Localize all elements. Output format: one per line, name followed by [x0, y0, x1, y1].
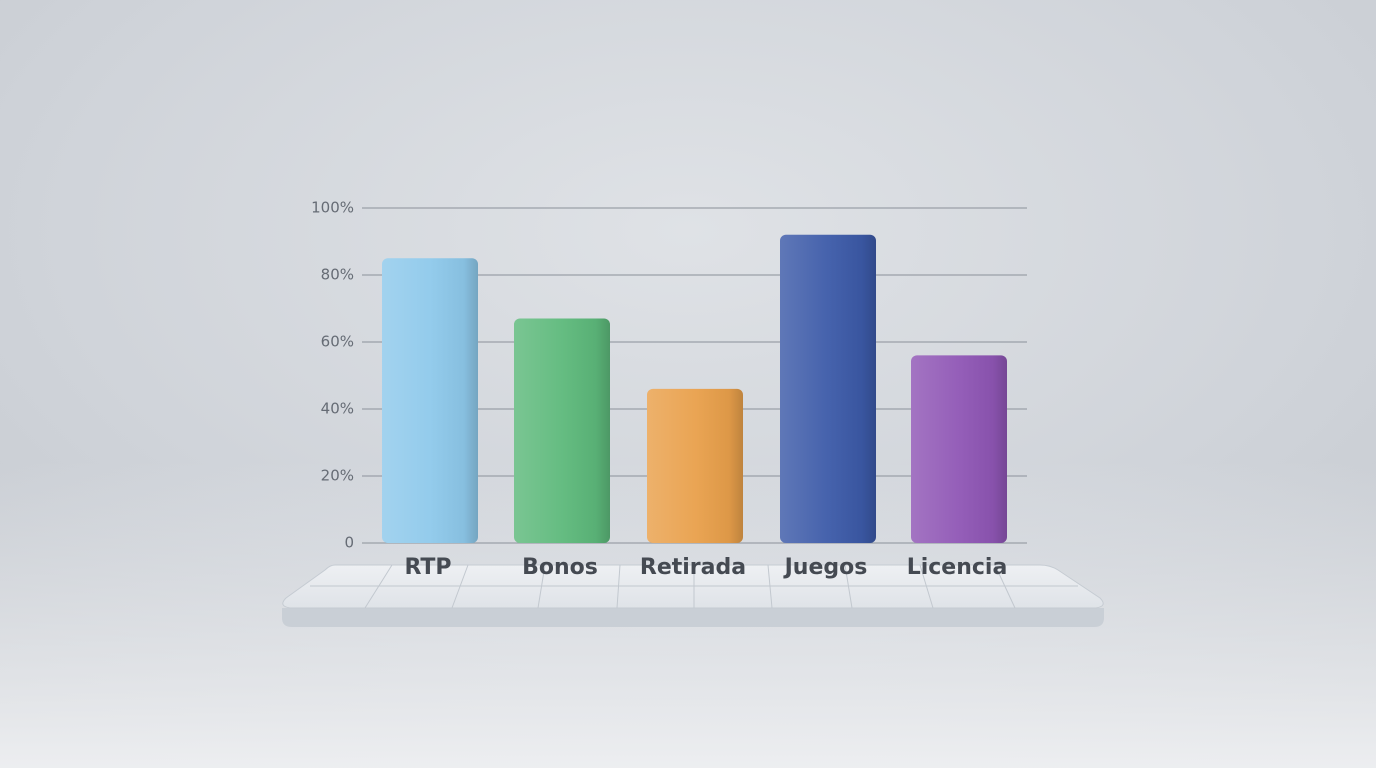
- y-tick-label: 60%: [321, 333, 354, 351]
- bar-shading: [780, 234, 876, 544]
- bar-shading: [514, 318, 610, 543]
- platform: [282, 564, 1104, 627]
- y-tick-label: 0: [344, 534, 354, 552]
- bar-shading: [382, 258, 478, 543]
- plot-area: 0 20% 40% 60% 80% 100% RTP Bonos Retirada Juegos L…: [311, 199, 1027, 580]
- x-tick-label: Juegos: [783, 555, 868, 580]
- x-tick-label: Licencia: [907, 555, 1008, 580]
- bar-shading: [911, 355, 1007, 543]
- x-tick-label: Retirada: [640, 555, 746, 580]
- bar-shading: [647, 388, 743, 543]
- x-tick-label: Bonos: [522, 555, 598, 580]
- y-tick-label: 80%: [321, 266, 354, 284]
- y-tick-label: 40%: [321, 400, 354, 418]
- x-tick-label: RTP: [404, 555, 451, 580]
- y-tick-label: 100%: [311, 199, 354, 217]
- y-tick-label: 20%: [321, 467, 354, 485]
